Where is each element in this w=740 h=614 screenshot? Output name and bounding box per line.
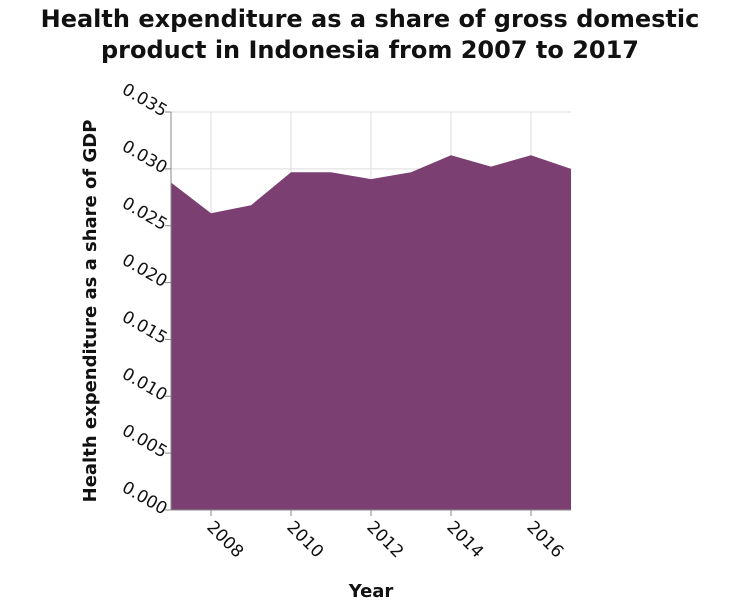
x-tick-label: 2016 — [522, 517, 567, 562]
y-axis-ticks: 0.000 0.005 0.010 0.015 0.020 0.025 0.030 0.035 — [118, 80, 170, 520]
y-tick-label: 0.005 — [118, 421, 170, 463]
chart-title-line-2: product in Indonesia from 2007 to 2017 — [101, 36, 639, 64]
y-tick-label: 0.010 — [118, 364, 170, 406]
x-axis-ticks: 2008 2010 2012 2014 2016 — [202, 517, 567, 562]
x-tick-label: 2008 — [202, 517, 247, 562]
y-tick-label: 0.025 — [118, 193, 170, 235]
y-tick-label: 0.015 — [118, 307, 170, 349]
chart-title-line-1: Health expenditure as a share of gross d… — [40, 5, 700, 33]
area-series — [171, 155, 571, 510]
y-axis-label: Health expenditure as a share of GDP — [80, 120, 101, 503]
y-tick-label: 0.020 — [118, 250, 170, 292]
x-axis-label: Year — [348, 581, 394, 602]
y-tick-label: 0.035 — [118, 80, 170, 122]
chart-title: Health expenditure as a share of gross d… — [0, 4, 740, 66]
x-tick-label: 2010 — [282, 517, 327, 562]
x-tick-label: 2014 — [442, 517, 487, 562]
axes — [165, 111, 571, 516]
y-tick-label: 0.030 — [118, 137, 170, 179]
y-tick-label: 0.000 — [118, 478, 170, 520]
x-tick-label: 2012 — [362, 517, 407, 562]
